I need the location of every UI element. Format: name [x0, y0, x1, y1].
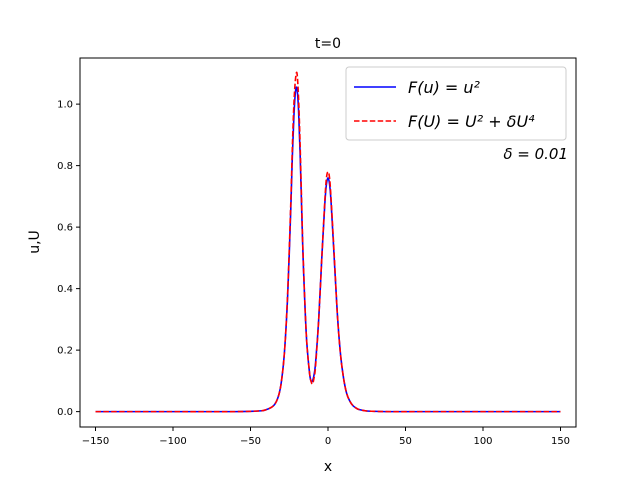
y-axis-label: u,U [27, 230, 43, 254]
x-tick-label: 150 [551, 436, 570, 447]
x-axis-label: x [324, 459, 332, 475]
x-tick-label: 0 [325, 436, 331, 447]
delta-annotation: δ = 0.01 [503, 145, 568, 163]
legend: F(u) = u² F(U) = U² + δU⁴ [345, 66, 567, 141]
x-tick-label: 100 [473, 436, 492, 447]
plot-area [95, 71, 561, 413]
y-tick-label: 1.0 [57, 100, 73, 111]
legend-label-u-squared: F(u) = u² [408, 78, 481, 97]
x-tick-label: 50 [399, 436, 412, 447]
tick-layer: −150 −100 −50 0 50 100 150 0.0 0.2 0.4 0.6 0.8 1.0 [57, 100, 570, 447]
series-line-U-squared-delta [95, 71, 561, 413]
x-tick-label: −100 [159, 436, 186, 447]
chart-title: t=0 [315, 36, 341, 52]
legend-box [345, 66, 567, 141]
y-tick-label: 0.6 [57, 223, 73, 234]
y-tick-label: 0.4 [57, 284, 73, 295]
x-tick-label: −150 [82, 436, 109, 447]
x-tick-label: −50 [240, 436, 261, 447]
y-tick-label: 0.2 [57, 346, 73, 357]
y-tick-label: 0.0 [57, 407, 73, 418]
legend-label-U-squared-delta: F(U) = U² + δU⁴ [408, 112, 535, 131]
y-tick-label: 0.8 [57, 161, 73, 172]
